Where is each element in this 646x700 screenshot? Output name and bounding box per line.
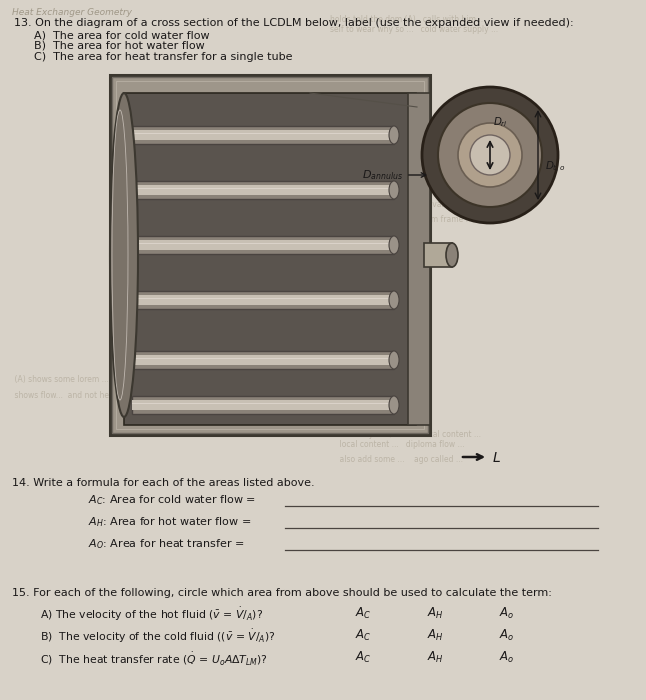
Ellipse shape	[446, 243, 458, 267]
Text: (A) it is much some lorem frame ...: (A) it is much some lorem frame ...	[330, 215, 473, 224]
Text: it be chemical ...   was availability self ...: it be chemical ... was availability self…	[330, 200, 495, 209]
Bar	[132, 130, 394, 140]
Bar	[132, 185, 394, 195]
Text: $D_{ri}$: $D_{ri}$	[493, 116, 508, 129]
Text: Heat Transfer side ...: Heat Transfer side ...	[330, 275, 410, 284]
Bar	[132, 240, 394, 250]
Circle shape	[470, 135, 510, 175]
Text: holds told the dom (A)   calls with him ...: holds told the dom (A) calls with him ..…	[330, 15, 486, 24]
Text: $A_C$: $A_C$	[355, 628, 371, 643]
Text: self to wear why so ...   cold water supply ...: self to wear why so ... cold water suppl…	[330, 25, 498, 34]
Text: $A_H$: $A_H$	[427, 628, 444, 643]
Text: $D_{t,o}$: $D_{t,o}$	[545, 160, 566, 175]
Bar	[116, 81, 424, 429]
Text: $A_C$: Area for cold water flow =: $A_C$: Area for cold water flow =	[88, 493, 256, 507]
Bar	[132, 396, 394, 414]
Text: $A_H$: Area for hot water flow =: $A_H$: Area for hot water flow =	[88, 515, 251, 528]
Text: $D_{annulus}$: $D_{annulus}$	[362, 168, 426, 182]
Bar	[132, 355, 394, 365]
Text: shows flow...  and not here D/o ...: shows flow... and not here D/o ...	[5, 390, 141, 399]
Ellipse shape	[389, 351, 399, 369]
Bar	[132, 236, 394, 254]
Text: B)  The area for hot water flow: B) The area for hot water flow	[34, 41, 205, 51]
Text: Heat Exchanger Geometry: Heat Exchanger Geometry	[12, 8, 132, 17]
Text: A)  The area for cold water flow: A) The area for cold water flow	[34, 30, 209, 40]
Ellipse shape	[389, 181, 399, 199]
Text: C)  The heat transfer rate ($\dot{Q}$ = $U_oA\Delta T_{LM}$)?: C) The heat transfer rate ($\dot{Q}$ = $…	[40, 650, 268, 667]
Bar	[132, 351, 394, 369]
Ellipse shape	[389, 396, 399, 414]
Text: $A_H$: $A_H$	[427, 606, 444, 621]
Text: $A_H$: $A_H$	[427, 650, 444, 665]
Text: $A_o$: $A_o$	[499, 650, 514, 665]
Text: also add some ...    ago called ...: also add some ... ago called ...	[330, 455, 463, 464]
Circle shape	[458, 123, 522, 187]
Bar	[112, 77, 428, 433]
Bar	[424, 243, 452, 267]
Text: The Major form ...: The Major form ...	[330, 100, 398, 109]
Text: $A_C$: $A_C$	[355, 606, 371, 621]
Bar	[132, 126, 394, 144]
Text: B)  The velocity of the cold fluid (($\bar{v}$ = $\dot{V}/_{A}$)?: B) The velocity of the cold fluid (($\ba…	[40, 628, 276, 645]
Ellipse shape	[389, 236, 399, 254]
Bar	[408, 93, 430, 425]
Circle shape	[438, 103, 542, 207]
Text: C)  The area for heat transfer for a single tube: C) The area for heat transfer for a sing…	[34, 52, 293, 62]
Ellipse shape	[389, 291, 399, 309]
Text: genetic motifs ...: genetic motifs ...	[330, 310, 395, 319]
Bar	[110, 75, 430, 435]
Text: $A_o$: $A_o$	[499, 606, 514, 621]
Bar	[132, 181, 394, 199]
Text: normally bits/dot ...   local content ...: normally bits/dot ... local content ...	[330, 430, 481, 439]
Ellipse shape	[389, 126, 399, 144]
Bar	[132, 295, 394, 305]
Bar	[132, 291, 394, 309]
Text: A) The velocity of the hot fluid ($\bar{v}$ = $\dot{V}/_{A}$)?: A) The velocity of the hot fluid ($\bar{…	[40, 606, 263, 623]
Ellipse shape	[110, 93, 138, 417]
Text: $A_C$: $A_C$	[355, 650, 371, 665]
Circle shape	[422, 87, 558, 223]
Text: local content ...   diploma flow ...: local content ... diploma flow ...	[330, 440, 464, 449]
Text: $L$: $L$	[492, 451, 501, 465]
Bar	[132, 400, 394, 410]
Text: $A_o$: $A_o$	[499, 628, 514, 643]
Text: 14. Write a formula for each of the areas listed above.: 14. Write a formula for each of the area…	[12, 478, 315, 488]
Text: 15. For each of the following, circle which area from above should be used to ca: 15. For each of the following, circle wh…	[12, 588, 552, 598]
Text: (A) shows some lorem ...  above total abide why ...: (A) shows some lorem ... above total abi…	[5, 375, 209, 384]
Text: $A_O$: Area for heat transfer =: $A_O$: Area for heat transfer =	[88, 537, 244, 551]
Bar	[124, 93, 416, 425]
Text: 13. On the diagram of a cross section of the LCDLM below, label (use the expande: 13. On the diagram of a cross section of…	[14, 18, 574, 28]
Text: opinions relative ...: opinions relative ...	[330, 180, 404, 189]
